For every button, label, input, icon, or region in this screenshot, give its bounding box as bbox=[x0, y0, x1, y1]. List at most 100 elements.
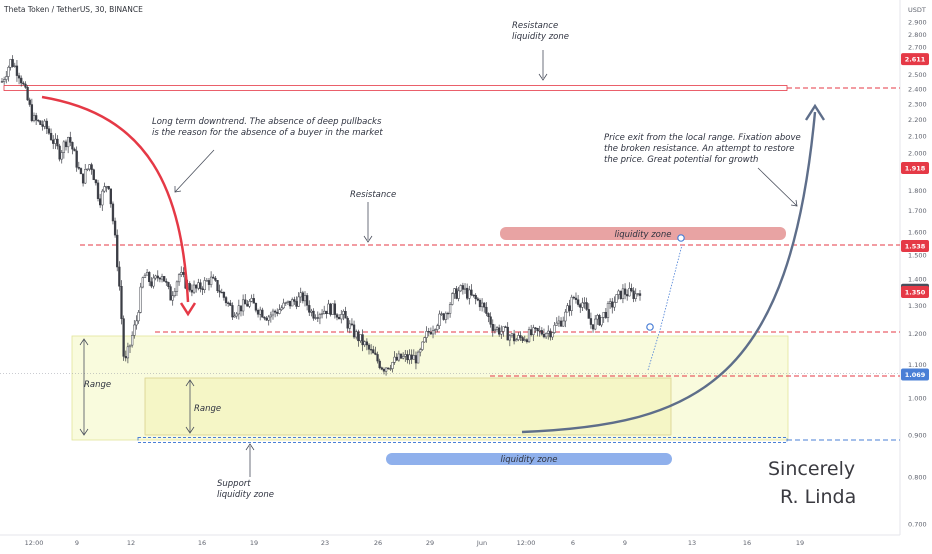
candle-body bbox=[498, 327, 501, 335]
resistance-label: Resistance bbox=[350, 190, 396, 200]
candle-body bbox=[297, 296, 300, 307]
candle-body bbox=[534, 327, 537, 329]
signature-line-1: Sincerely bbox=[768, 458, 855, 480]
target-marker-1 bbox=[646, 323, 654, 331]
candle-body bbox=[630, 288, 633, 292]
plot-background bbox=[0, 0, 900, 535]
candle-body bbox=[442, 313, 445, 320]
x-tick-label: 26 bbox=[374, 539, 382, 547]
price-tag-label: 1.538 bbox=[905, 242, 926, 250]
candle-body bbox=[402, 356, 405, 359]
candle-body bbox=[96, 182, 100, 199]
candle-body bbox=[419, 349, 422, 353]
candle-body bbox=[538, 330, 541, 332]
x-tick-label: 23 bbox=[321, 539, 329, 547]
candle-body bbox=[399, 353, 403, 359]
candle-body bbox=[327, 303, 330, 314]
candle-body bbox=[423, 337, 426, 343]
candle-body bbox=[180, 272, 183, 275]
signature-line-2: R. Linda bbox=[780, 486, 856, 508]
candle-body bbox=[348, 323, 351, 329]
candle-body bbox=[58, 145, 61, 160]
pointer-resistance-liquidity-head bbox=[538, 73, 548, 81]
candle-body bbox=[259, 309, 262, 315]
x-tick-label: 9 bbox=[75, 539, 79, 547]
candle-body bbox=[457, 290, 460, 299]
candle-body bbox=[148, 272, 151, 282]
candle-body bbox=[201, 288, 204, 290]
candle-body bbox=[69, 137, 72, 143]
candle-body bbox=[468, 289, 471, 299]
candle-body bbox=[589, 318, 593, 325]
candle-body bbox=[75, 150, 78, 168]
candle-body bbox=[434, 329, 437, 331]
candle-body bbox=[120, 286, 123, 319]
candle-body bbox=[621, 288, 625, 299]
candle-body bbox=[47, 128, 51, 134]
price-tag-label: 1.350 bbox=[905, 289, 926, 297]
candle-body bbox=[295, 301, 298, 307]
y-tick-label: 1.000 bbox=[908, 395, 927, 403]
candle-body bbox=[480, 302, 484, 308]
candle-body bbox=[410, 354, 413, 360]
candle-body bbox=[389, 368, 392, 370]
candle-body bbox=[169, 286, 172, 301]
candle-body bbox=[440, 313, 443, 315]
candle-body bbox=[141, 277, 144, 288]
inner-range-box bbox=[144, 377, 672, 436]
x-tick-label: 12:00 bbox=[517, 539, 536, 547]
candle-body bbox=[165, 281, 168, 283]
candle-body bbox=[20, 77, 23, 84]
candle-body bbox=[231, 305, 234, 318]
candle-body bbox=[79, 168, 83, 175]
candle-body bbox=[536, 327, 539, 332]
y-tick-label: 1.200 bbox=[908, 330, 927, 338]
candle-body bbox=[557, 320, 561, 324]
x-tick-label: 12 bbox=[127, 539, 135, 547]
candle-body bbox=[133, 324, 136, 336]
candle-body bbox=[393, 356, 396, 363]
x-tick-label: 19 bbox=[250, 539, 258, 547]
y-tick-label: 1.800 bbox=[908, 187, 927, 195]
candle-body bbox=[197, 282, 200, 289]
resistance-liquidity-label-2: liquidity zone bbox=[512, 32, 569, 42]
candle-body bbox=[547, 330, 550, 334]
candle-body bbox=[555, 322, 558, 326]
candle-body bbox=[237, 305, 240, 315]
candle-body bbox=[224, 297, 228, 304]
candle-body bbox=[628, 288, 631, 297]
candle-body bbox=[455, 288, 458, 299]
candle-body bbox=[126, 346, 130, 359]
candle-body bbox=[222, 291, 226, 298]
candle-body bbox=[474, 295, 477, 300]
x-tick-label: 16 bbox=[743, 539, 751, 547]
candle-body bbox=[391, 362, 394, 369]
candle-body bbox=[88, 164, 91, 170]
candle-body bbox=[56, 138, 59, 147]
candle-body bbox=[214, 277, 217, 281]
price-tag-box bbox=[901, 53, 929, 66]
candle-body bbox=[451, 293, 454, 305]
candle-body bbox=[64, 141, 68, 148]
candle-body bbox=[335, 314, 339, 318]
candle-body bbox=[594, 318, 597, 330]
candle-body bbox=[71, 142, 74, 150]
price-tag-box bbox=[901, 286, 929, 299]
candle-body bbox=[632, 290, 635, 299]
y-tick-label: 1.600 bbox=[908, 229, 927, 237]
candle-body bbox=[152, 277, 155, 287]
candle-body bbox=[544, 333, 548, 338]
candle-body bbox=[436, 325, 439, 330]
y-tick-label: 2.500 bbox=[908, 71, 927, 79]
candle-body bbox=[32, 115, 36, 121]
resistance-liquidity-label-1: Resistance bbox=[512, 21, 558, 31]
candle-body bbox=[427, 331, 430, 333]
candle-body bbox=[363, 341, 366, 346]
candle-body bbox=[241, 299, 245, 312]
candle-body bbox=[209, 276, 213, 285]
candle-body bbox=[190, 289, 194, 293]
candle-body bbox=[261, 309, 264, 318]
candle-body bbox=[598, 315, 601, 326]
candle-body bbox=[216, 280, 219, 292]
